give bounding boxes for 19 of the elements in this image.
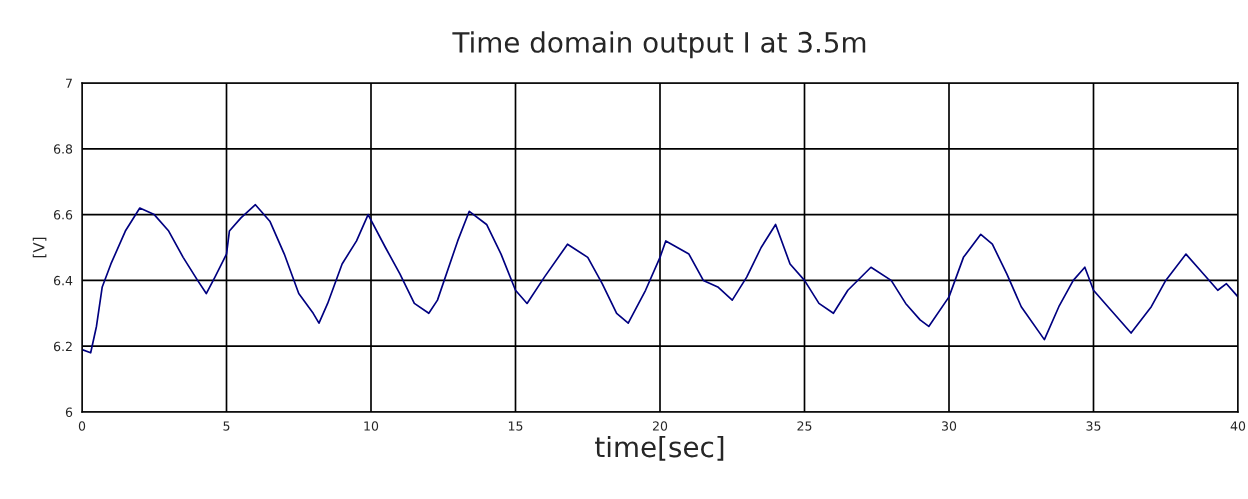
chart-title: Time domain output I at 3.5m — [452, 31, 866, 59]
line-series — [82, 203, 1238, 354]
x-tick-label: 5 — [223, 421, 230, 431]
x-tick-label: 15 — [508, 421, 523, 431]
x-tick-label: 25 — [797, 421, 812, 431]
y-tick-label: 7 — [66, 78, 72, 88]
y-tick-label: 6.2 — [53, 341, 72, 352]
y-tick-label: 6.8 — [53, 144, 73, 154]
y-axis-title: [V] — [32, 237, 47, 258]
y-tick-label: 6.6 — [53, 210, 73, 220]
x-tick-label: 35 — [1086, 421, 1101, 431]
x-tick-label: 20 — [652, 421, 668, 431]
y-tick-label: 6.4 — [53, 275, 73, 286]
x-axis-title: time[sec] — [595, 435, 724, 461]
x-tick-label: 10 — [364, 421, 379, 431]
x-tick-label: 30 — [942, 421, 957, 431]
x-tick-label: 40 — [1230, 421, 1246, 431]
y-tick-label: 6 — [65, 407, 73, 417]
x-tick-label: 0 — [78, 421, 86, 431]
